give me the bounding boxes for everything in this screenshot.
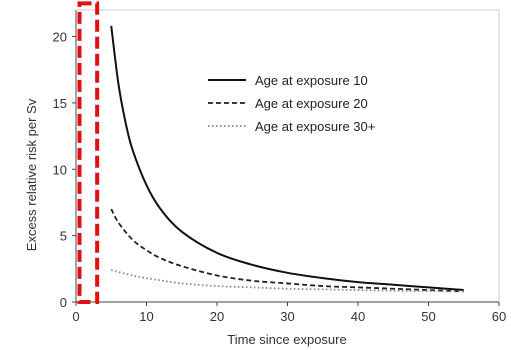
series-line-3 — [111, 269, 464, 293]
highlight-box-1 — [77, 1, 100, 304]
series-line-2 — [110, 208, 464, 293]
x-tick-label-30: 30 — [280, 309, 294, 324]
series-layer — [110, 25, 464, 293]
legend-label-2: Age at exposure 20 — [255, 96, 368, 111]
y-tick-label-10: 10 — [53, 162, 67, 177]
y-tick-label-5: 5 — [60, 229, 67, 244]
plot-frame — [75, 9, 500, 303]
x-tick-label-40: 40 — [351, 309, 365, 324]
legend-label-3: Age at exposure 30+ — [255, 119, 375, 134]
series-line-1 — [110, 25, 464, 292]
y-axis-ticks: 0 5 10 15 20 — [53, 30, 76, 310]
x-tick-label-50: 50 — [421, 309, 435, 324]
y-axis-label: Excess relative risk per Sv — [24, 98, 39, 251]
x-tick-label-10: 10 — [139, 309, 153, 324]
y-tick-label-15: 15 — [53, 96, 67, 111]
y-tick-label-20: 20 — [53, 30, 67, 45]
annotation-layer — [77, 1, 100, 304]
x-tick-label-20: 20 — [210, 309, 224, 324]
x-axis-ticks: 0 10 20 30 40 50 60 — [72, 302, 506, 324]
x-tick-label-60: 60 — [492, 309, 506, 324]
x-axis-label: Time since exposure — [227, 332, 346, 347]
legend-label-1: Age at exposure 10 — [255, 73, 368, 88]
x-tick-label-0: 0 — [72, 309, 79, 324]
y-tick-label-0: 0 — [60, 295, 67, 310]
legend: Age at exposure 10 Age at exposure 20 Age … — [208, 73, 375, 134]
